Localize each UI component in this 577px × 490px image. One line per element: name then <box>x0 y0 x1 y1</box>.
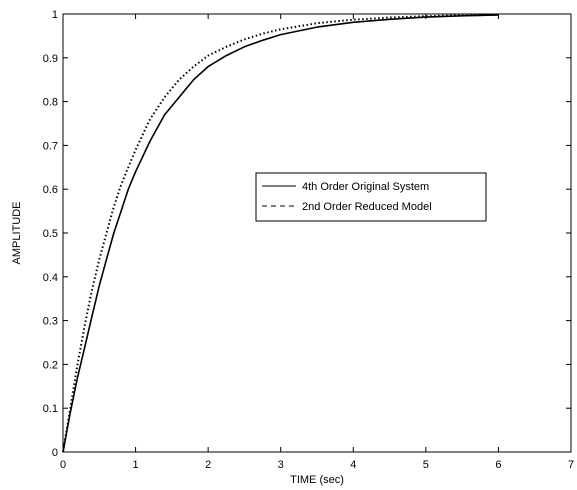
y-tick-label: 0.1 <box>43 403 58 415</box>
y-axis-ticks: 0 0.1 0.2 0.3 0.4 0.5 0.6 0.7 0.8 0.9 1 <box>43 9 571 459</box>
x-tick-label: 1 <box>133 459 139 471</box>
y-tick-label: 0.2 <box>43 359 58 371</box>
x-tick-label: 0 <box>60 459 66 471</box>
y-tick-label: 0.5 <box>43 228 58 240</box>
y-tick-label: 0.8 <box>43 97 58 109</box>
series-line-1 <box>62 13 499 453</box>
y-tick-label: 0.6 <box>43 184 58 196</box>
y-tick-label: 0 <box>52 447 58 459</box>
x-tick-label: 2 <box>205 459 211 471</box>
series-layer <box>62 13 499 453</box>
y-tick-label: 0.7 <box>43 140 58 152</box>
axes-frame <box>62 13 572 453</box>
y-tick-label: 0.9 <box>43 53 58 65</box>
legend-box <box>255 172 487 222</box>
series-line-0 <box>62 14 499 453</box>
x-tick-label: 7 <box>568 459 574 471</box>
x-tick-label: 5 <box>423 459 429 471</box>
legend-label-original-system: 4th Order Original System <box>302 181 429 193</box>
y-tick-label: 0.3 <box>43 316 58 328</box>
y-axis-label: AMPLITUDE <box>11 202 23 265</box>
x-axis-label: TIME (sec) <box>290 474 344 486</box>
x-tick-label: 3 <box>278 459 284 471</box>
legend-label-reduced-model: 2nd Order Reduced Model <box>302 201 432 213</box>
y-tick-label: 1 <box>52 9 58 21</box>
x-tick-label: 6 <box>495 459 501 471</box>
x-tick-label: 4 <box>350 459 356 471</box>
y-tick-label: 0.4 <box>43 272 58 284</box>
legend: 4th Order Original System 2nd Order Redu… <box>255 172 487 222</box>
